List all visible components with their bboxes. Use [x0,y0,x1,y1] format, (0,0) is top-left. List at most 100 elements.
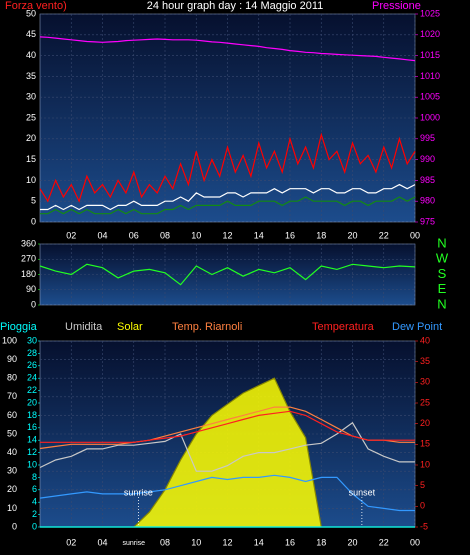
x-tick-label: 18 [316,537,326,547]
x-tick-label: 20 [347,537,357,547]
x-tick-label: 14 [254,537,264,547]
y2-tick-label: N [437,235,446,250]
y2-tick-label: E [438,281,447,296]
legend-label: Pioggia [0,321,38,333]
y2-tick-label: 1025 [420,8,440,18]
y-tick-label: 25 [26,112,36,122]
y-tick-label: 180 [21,269,36,279]
series-line [39,132,416,203]
y-tick-label: 20 [26,133,36,143]
y3-tick-label: 0 [32,521,37,531]
series-line [39,263,416,286]
y-tick-label: 30 [26,92,36,102]
y-tick-label: 60 [7,410,17,420]
x-tick-label: 12 [222,230,232,240]
x-tick-label: 06 [129,230,139,240]
x-tick-label: sunrise [122,540,145,547]
y-tick-label: 40 [7,447,17,457]
chart-title: 24 hour graph day : 14 Maggio 2011 [147,0,324,12]
y-tick-label: 10 [7,503,17,513]
y2-tick-label: 35 [420,356,430,366]
y2-tick-label: 995 [420,133,435,143]
y3-tick-label: 30 [27,335,37,345]
y2-tick-label: 1015 [420,50,440,60]
x-tick-label: 00 [410,537,420,547]
y-tick-label: 35 [26,71,36,81]
y-tick-label: 5 [31,196,36,206]
y-tick-label: 0 [31,299,36,309]
x-tick-label: 08 [160,537,170,547]
y-tick-label: 15 [26,154,36,164]
y3-tick-label: 16 [27,422,37,432]
y2-tick-label: 25 [420,397,430,407]
y3-tick-label: 26 [27,360,37,370]
y-tick-label: 20 [7,484,17,494]
y-axis-label: Forza vento) [5,0,67,12]
y-tick-label: 10 [26,175,36,185]
y-tick-label: 50 [26,8,36,18]
x-tick-label: 18 [316,230,326,240]
y2-tick-label: 1005 [420,92,440,102]
y2-tick-label: 975 [420,216,435,226]
y2-tick-label: 1020 [420,29,440,39]
y3-tick-label: 10 [27,459,37,469]
y3-tick-label: 24 [27,373,37,383]
y3-tick-label: 14 [27,435,37,445]
y2-tick-label: 15 [420,439,430,449]
y3-tick-label: 4 [32,497,37,507]
x-tick-label: 02 [66,230,76,240]
legend-label: Temperatura [312,321,375,333]
y3-tick-label: 2 [32,509,37,519]
y2-tick-label: 40 [420,335,430,345]
y-tick-label: 40 [26,50,36,60]
y3-tick-label: 18 [27,410,37,420]
y2-tick-label: 30 [420,377,430,387]
x-tick-label: 02 [66,537,76,547]
x-tick-label: 04 [97,537,107,547]
y3-tick-label: 20 [27,397,37,407]
x-tick-label: 20 [347,230,357,240]
y-tick-label: 0 [31,216,36,226]
y2-tick-label: 20 [420,418,430,428]
series-line [39,36,416,62]
y2-axis-label: Pressione [372,0,421,12]
y2-tick-label: 990 [420,154,435,164]
y-tick-label: 90 [26,284,36,294]
y-tick-label: 90 [7,354,17,364]
series-line [40,410,415,443]
y-tick-label: 45 [26,29,36,39]
x-tick-label: 12 [222,537,232,547]
x-tick-label: 04 [97,230,107,240]
x-tick-label: 22 [379,230,389,240]
y-tick-label: 50 [7,428,17,438]
y2-tick-label: 980 [420,196,435,206]
legend-label: Dew Point [392,321,442,333]
y-tick-label: 270 [21,254,36,264]
y3-tick-label: 22 [27,385,37,395]
y3-tick-label: 28 [27,348,37,358]
series-line [40,183,416,211]
x-tick-label: 16 [285,230,295,240]
y2-tick-label: 0 [420,501,425,511]
annotation: sunrise [124,487,153,497]
y2-tick-label: W [436,251,449,266]
y3-tick-label: 12 [27,447,37,457]
x-tick-label: 10 [191,230,201,240]
x-tick-label: 14 [254,230,264,240]
y2-tick-label: 10 [420,459,430,469]
y2-tick-label: S [438,266,447,281]
y-tick-label: 80 [7,373,17,383]
y2-tick-label: 985 [420,175,435,185]
x-tick-label: 16 [285,537,295,547]
y-tick-label: 100 [2,335,17,345]
y-tick-label: 360 [21,238,36,248]
x-tick-label: 22 [379,537,389,547]
legend-label: Umidita [65,321,103,333]
y2-tick-label: 5 [420,480,425,490]
y-tick-label: 70 [7,391,17,401]
y2-tick-label: N [437,296,446,311]
legend-label: Solar [117,321,143,333]
annotation: sunset [349,487,376,497]
x-tick-label: 00 [410,230,420,240]
